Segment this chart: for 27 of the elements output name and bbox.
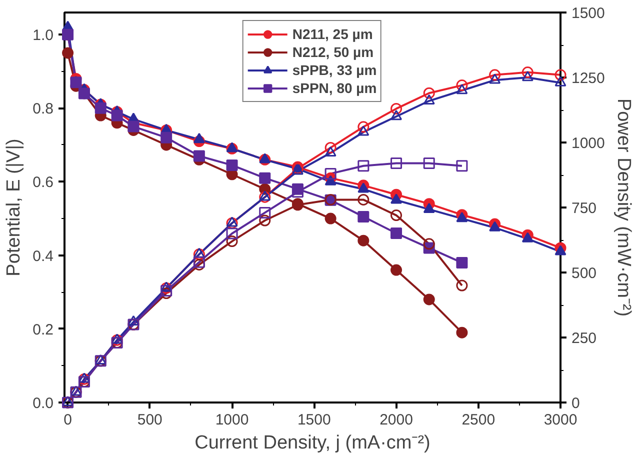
y2-tick-label: 500: [572, 265, 597, 282]
y-tick-label: 0.6: [32, 174, 54, 192]
legend-label: N211, 25 µm: [292, 25, 373, 43]
y-tick-label: 0.4: [32, 248, 54, 265]
y2-tick-label: 1250: [572, 70, 605, 87]
y2-tick-label: 750: [572, 200, 597, 217]
y2-tick-label: 1500: [572, 5, 605, 22]
x-tick-label: 2500: [462, 412, 496, 428]
x-axis-title: Current Density, j (mA·cm⁻²): [194, 432, 430, 454]
x-tick-label: 1000: [215, 412, 249, 428]
x-tick-label: 0: [64, 412, 72, 428]
x-tick-label: 2000: [380, 412, 413, 428]
y2-axis-title: Power Density (mW·cm⁻²): [612, 98, 634, 317]
x-tick-label: 1500: [297, 412, 331, 428]
y2-tick-label: 1000: [572, 135, 605, 152]
legend-label: sPPN, 80 µm: [292, 79, 377, 97]
legend-label: N212, 50 µm: [292, 43, 374, 61]
y2-tick-label: 250: [572, 330, 597, 347]
y-axis-title: Potential, E (|V|): [4, 138, 25, 276]
y-tick-label: 0.2: [32, 321, 54, 338]
legend-label: sPPB, 33 µm: [292, 61, 377, 79]
y-tick-label: 0.0: [32, 395, 54, 412]
y-tick-label: 1.0: [32, 27, 54, 44]
y2-tick-label: 0: [572, 395, 580, 412]
y-tick-label: 0.8: [32, 100, 54, 118]
x-tick-label: 3000: [544, 412, 578, 428]
x-tick-label: 500: [137, 412, 162, 428]
